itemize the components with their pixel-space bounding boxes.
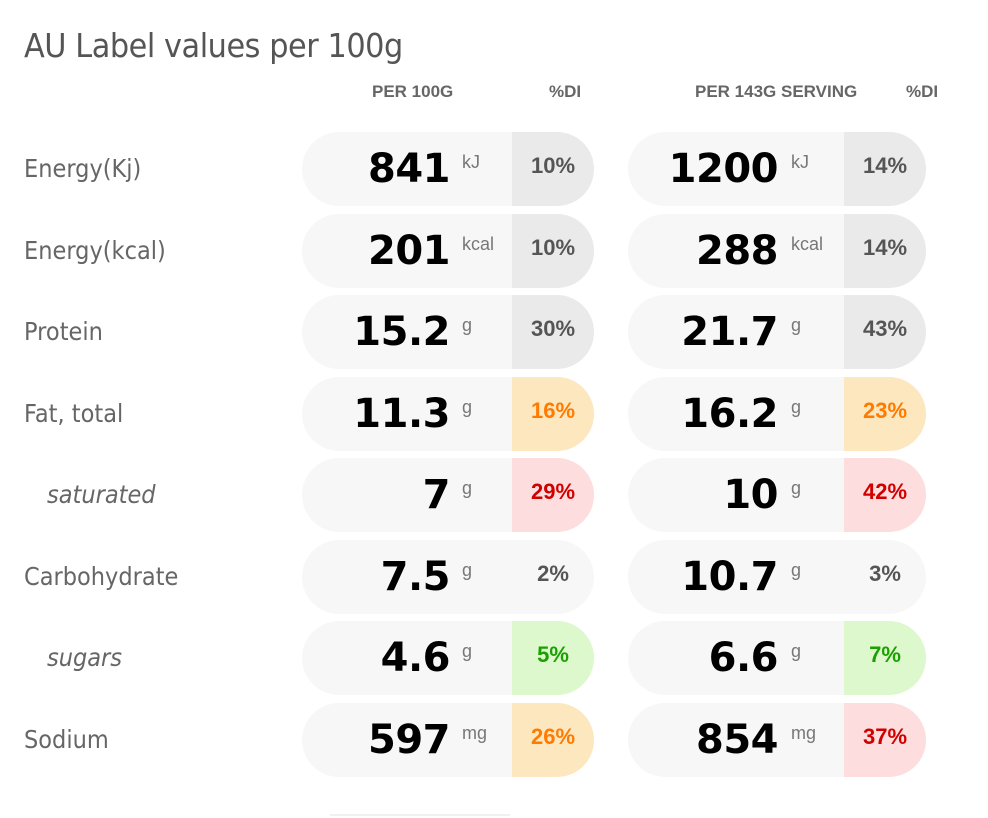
per-100g-cell: 15.2 g 30% <box>302 295 594 369</box>
nutrient-label: Energy(kcal) <box>24 235 166 265</box>
nutrient-unit: kJ <box>462 152 480 172</box>
table-row: sugars 4.6 g 5% 6.6 g 7% <box>0 621 988 703</box>
daily-intake-percent: 5% <box>512 621 594 695</box>
daily-intake-percent: 3% <box>869 560 901 586</box>
nutrient-unit: kJ <box>791 152 809 172</box>
nutrient-unit: g <box>791 315 802 335</box>
nutrient-value: 854 <box>696 716 779 763</box>
table-row: saturated 7 g 29% 10 g 42% <box>0 458 988 540</box>
daily-intake-percent: 7% <box>844 621 926 695</box>
column-header-per-100g: PER 100G <box>372 82 454 101</box>
per-100g-cell: 597 mg 26% <box>302 702 594 777</box>
nutrient-unit: kcal <box>462 233 495 254</box>
nutrient-unit: g <box>791 559 802 580</box>
per-100g-cell: 841 kJ 10% <box>302 132 594 206</box>
nutrient-value: 841 <box>368 146 451 192</box>
table-row: Carbohydrate 7.5 g 2% 10.7 g 3% <box>0 539 988 622</box>
nutrient-unit: g <box>462 396 473 417</box>
nutrient-value: 4.6 <box>380 635 451 681</box>
per-100g-cell: 201 kcal 10% <box>302 213 594 288</box>
nutrient-value: 16.2 <box>681 390 778 437</box>
daily-intake-percent: 29% <box>512 458 594 532</box>
daily-intake-percent: 30% <box>512 295 594 369</box>
divider <box>330 814 510 816</box>
nutrient-value: 7 <box>422 472 451 518</box>
nutrient-unit: g <box>462 478 473 498</box>
nutrient-value: 6.6 <box>708 635 779 681</box>
nutrient-unit: g <box>462 315 473 335</box>
daily-intake-percent: 14% <box>844 132 926 206</box>
per-100g-cell: 7 g 29% <box>302 458 594 532</box>
daily-intake-percent: 2% <box>537 560 569 586</box>
daily-intake-percent: 10% <box>512 132 594 206</box>
nutrient-unit: g <box>791 478 802 498</box>
daily-intake-percent: 14% <box>844 213 926 288</box>
nutrient-unit: g <box>791 396 802 417</box>
nutrient-value: 15.2 <box>353 309 450 355</box>
daily-intake-percent: 42% <box>844 458 926 532</box>
nutrient-unit: mg <box>791 722 817 743</box>
daily-intake-percent: 37% <box>844 702 926 777</box>
table-row: Energy(Kj) 841 kJ 10% 1200 kJ 14% <box>0 132 988 214</box>
per-serving-cell: 854 mg 37% <box>628 702 926 777</box>
nutrient-unit: g <box>462 559 473 580</box>
nutrient-value: 10.7 <box>681 553 778 600</box>
nutrient-value: 10 <box>723 472 778 518</box>
table-row: Fat, total 11.3 g 16% 16.2 g 23% <box>0 376 988 459</box>
column-header-per-serving: PER 143G SERVING <box>695 82 858 101</box>
nutrient-label: Carbohydrate <box>24 561 179 591</box>
nutrient-value: 7.5 <box>380 553 451 600</box>
per-serving-cell: 16.2 g 23% <box>628 376 926 451</box>
daily-intake-percent: 10% <box>512 213 594 288</box>
nutrient-value: 288 <box>696 227 779 274</box>
column-header-di-100g: %DI <box>549 82 582 101</box>
nutrient-label: Energy(Kj) <box>24 154 142 183</box>
per-100g-cell: 4.6 g 5% <box>302 621 594 695</box>
nutrient-value: 21.7 <box>681 309 778 355</box>
table-row: Protein 15.2 g 30% 21.7 g 43% <box>0 295 988 377</box>
nutrient-label: Protein <box>24 317 103 346</box>
per-serving-cell: 288 kcal 14% <box>628 213 926 288</box>
nutrient-value: 11.3 <box>353 390 450 437</box>
table-row: Energy(kcal) 201 kcal 10% 288 kcal 14% <box>0 213 988 296</box>
nutrient-unit: kcal <box>791 233 824 254</box>
per-serving-cell: 21.7 g 43% <box>628 295 926 369</box>
nutrient-value: 201 <box>368 227 451 274</box>
nutrient-unit: g <box>462 641 473 661</box>
daily-intake-percent: 16% <box>512 376 594 451</box>
column-header-di-serving: %DI <box>906 82 939 101</box>
per-serving-cell: 1200 kJ 14% <box>628 132 926 206</box>
nutrient-label: Sodium <box>24 724 109 754</box>
nutrient-unit: g <box>791 641 802 661</box>
per-100g-cell: 11.3 g 16% <box>302 376 594 451</box>
nutrient-label: Fat, total <box>24 398 124 428</box>
nutrition-table: Energy(Kj) 841 kJ 10% 1200 kJ 14% Energy(kcal) 2… <box>0 132 988 784</box>
daily-intake-percent: 23% <box>844 376 926 451</box>
nutrient-label: sugars <box>47 643 123 672</box>
page-title: AU Label values per 100g <box>24 26 403 65</box>
nutrient-label: saturated <box>47 480 156 509</box>
nutrient-unit: mg <box>462 722 488 743</box>
daily-intake-percent: 43% <box>844 295 926 369</box>
daily-intake-percent: 26% <box>512 702 594 777</box>
nutrient-value: 1200 <box>668 146 779 192</box>
nutrient-value: 597 <box>368 716 451 763</box>
per-serving-cell: 10 g 42% <box>628 458 926 532</box>
per-serving-cell: 6.6 g 7% <box>628 621 926 695</box>
per-100g-cell: 7.5 g 2% <box>302 539 594 614</box>
per-serving-cell: 10.7 g 3% <box>628 539 926 614</box>
table-row: Sodium 597 mg 26% 854 mg 37% <box>0 702 988 785</box>
